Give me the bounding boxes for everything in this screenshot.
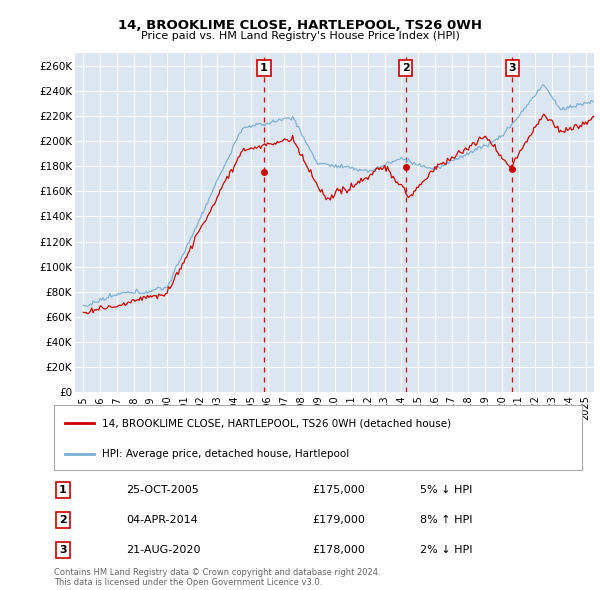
Text: 2: 2: [402, 63, 410, 73]
Text: 25-OCT-2005: 25-OCT-2005: [126, 485, 199, 495]
Text: 14, BROOKLIME CLOSE, HARTLEPOOL, TS26 0WH (detached house): 14, BROOKLIME CLOSE, HARTLEPOOL, TS26 0W…: [101, 418, 451, 428]
Text: Price paid vs. HM Land Registry's House Price Index (HPI): Price paid vs. HM Land Registry's House …: [140, 31, 460, 41]
Text: 2% ↓ HPI: 2% ↓ HPI: [420, 545, 473, 555]
Text: 21-AUG-2020: 21-AUG-2020: [126, 545, 200, 555]
Text: 3: 3: [509, 63, 516, 73]
Text: 8% ↑ HPI: 8% ↑ HPI: [420, 515, 473, 525]
Text: 3: 3: [59, 545, 67, 555]
Text: 2: 2: [59, 515, 67, 525]
Text: 1: 1: [59, 485, 67, 495]
Text: 1: 1: [260, 63, 268, 73]
Text: 04-APR-2014: 04-APR-2014: [126, 515, 198, 525]
Text: 5% ↓ HPI: 5% ↓ HPI: [420, 485, 472, 495]
Text: £175,000: £175,000: [312, 485, 365, 495]
Text: £178,000: £178,000: [312, 545, 365, 555]
Text: £179,000: £179,000: [312, 515, 365, 525]
Text: HPI: Average price, detached house, Hartlepool: HPI: Average price, detached house, Hart…: [101, 449, 349, 459]
Text: Contains HM Land Registry data © Crown copyright and database right 2024.
This d: Contains HM Land Registry data © Crown c…: [54, 568, 380, 587]
Text: 14, BROOKLIME CLOSE, HARTLEPOOL, TS26 0WH: 14, BROOKLIME CLOSE, HARTLEPOOL, TS26 0W…: [118, 19, 482, 32]
